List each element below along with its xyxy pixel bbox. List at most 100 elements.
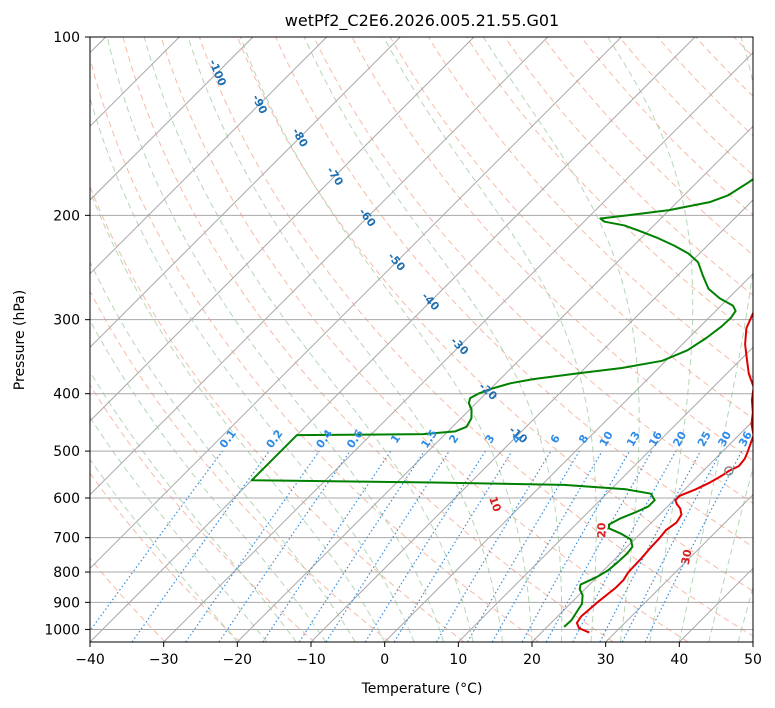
mixing-ratio-label: 0.2	[264, 427, 286, 450]
mixing-ratio-label: 6	[548, 432, 563, 446]
moist-adiabat	[90, 260, 356, 642]
mixing-ratio-line	[131, 450, 270, 642]
isotherm	[90, 37, 328, 275]
moist-adiabat	[187, 37, 504, 642]
moist-adiabat	[607, 37, 694, 642]
dry-adiabat	[694, 37, 753, 97]
mixing-ratio-line	[218, 450, 351, 642]
moist-adiabat	[482, 37, 640, 642]
dry-adiabat	[759, 24, 775, 642]
moist-adiabat-label: 30	[679, 548, 695, 566]
dewpoint-profile	[250, 178, 753, 628]
dry-adiabat	[580, 37, 753, 216]
mixing-ratio-line	[262, 450, 392, 642]
mixing-ratio-line	[521, 450, 631, 642]
isotherm	[310, 199, 753, 642]
x-tick-label: 0	[380, 652, 389, 668]
mixing-ratio-label: 20	[670, 429, 689, 449]
dry-adiabat	[160, 37, 689, 642]
plot-frame	[89, 36, 754, 643]
y-tick-label: 700	[53, 531, 80, 547]
moist-adiabat	[303, 37, 563, 642]
moist-adiabat	[678, 37, 753, 642]
chart-title: wetPf2_C2E6.2026.005.21.55.G01	[285, 11, 559, 31]
isotherm	[90, 37, 475, 422]
moist-adiabat	[90, 189, 386, 642]
y-axis-label: Pressure (hPa)	[12, 290, 28, 390]
lcl-marker	[724, 466, 734, 476]
plot-labels: -100-90-80-70-60-50-40-30-20-100.1 0.2 0.4…	[206, 58, 766, 600]
mixing-ratio-label: 3	[483, 432, 498, 445]
mixing-ratio-line	[572, 450, 677, 642]
dry-adiabat	[275, 37, 753, 548]
mixing-ratio-line	[90, 450, 223, 632]
dry-adiabat-label: -100	[206, 58, 229, 89]
isotherm	[90, 37, 254, 201]
moist-adiabat	[239, 37, 533, 642]
mixing-ratio-label: 36	[736, 429, 755, 449]
mixing-ratio-line	[644, 450, 743, 642]
mixing-ratio-line	[393, 450, 513, 642]
dry-adiabat	[504, 37, 753, 296]
mixing-ratio-label: 16	[646, 429, 665, 449]
x-tick-label: 50	[744, 652, 762, 668]
mixing-ratio-label: 1.5	[418, 427, 440, 450]
dry-adiabat	[90, 290, 390, 642]
moist-adiabat	[737, 585, 753, 642]
mixing-ratio-line	[298, 450, 425, 642]
y-axis: 100 200 300 400 500 600 700 800 900 1000	[44, 30, 90, 638]
mixing-ratio-label: 8	[576, 432, 591, 445]
y-tick-label: 800	[53, 565, 80, 581]
dry-adiabat	[90, 384, 315, 642]
y-tick-label: 600	[53, 491, 80, 507]
moist-adiabat	[90, 458, 238, 642]
dry-adiabat	[236, 37, 753, 592]
dry-adiabat	[733, 37, 753, 58]
mixing-ratio-line	[364, 450, 486, 642]
x-tick-label: −40	[75, 652, 105, 668]
x-axis-label: Temperature (°C)	[361, 681, 483, 697]
moist-adiabat-label: 40	[749, 581, 766, 600]
isotherm	[236, 125, 753, 642]
y-tick-label: 1000	[44, 622, 80, 638]
mixing-ratio-label: 2	[446, 432, 461, 446]
y-tick-label: 100	[53, 30, 80, 46]
plot-area	[90, 24, 775, 642]
isotherm	[605, 493, 753, 642]
x-tick-label: −30	[149, 652, 179, 668]
dry-adiabat	[90, 185, 465, 642]
x-axis: −40 −30 −20 −10 0 10 20 30 40 50	[75, 642, 762, 668]
dry-adiabat	[90, 472, 241, 642]
x-tick-label: 20	[523, 652, 541, 668]
isotherm	[531, 420, 753, 642]
isotherm	[90, 37, 622, 570]
isotherm	[752, 641, 753, 642]
dry-adiabat	[122, 37, 614, 642]
dry-adiabat	[90, 56, 540, 642]
moist-adiabat	[106, 37, 445, 642]
moist-adiabat	[708, 466, 753, 642]
x-tick-label: −20	[223, 652, 253, 668]
isotherm	[90, 37, 549, 496]
mixing-ratio-label: 25	[695, 429, 714, 449]
moist-adiabat	[143, 37, 474, 642]
isotherm	[384, 272, 753, 642]
dry-adiabat	[427, 37, 753, 378]
x-tick-label: 30	[597, 652, 615, 668]
y-tick-label: 500	[53, 444, 80, 460]
moist-adiabat-label: 10	[486, 495, 504, 514]
temperature-profile	[575, 311, 753, 634]
isotherm	[90, 37, 696, 642]
dry-adiabat	[465, 37, 753, 337]
moist-adiabat	[90, 416, 268, 642]
mixing-ratio-label: 10	[597, 429, 616, 449]
moist-adiabat-label: 20	[595, 522, 608, 538]
isotherm	[457, 346, 753, 642]
isotherm	[163, 51, 753, 642]
dry-adiabat	[542, 37, 753, 256]
mixing-ratio-label: 13	[624, 429, 643, 449]
dry-adiabat	[313, 37, 753, 505]
mixing-ratio-line	[545, 450, 653, 642]
isotherm	[90, 37, 401, 349]
